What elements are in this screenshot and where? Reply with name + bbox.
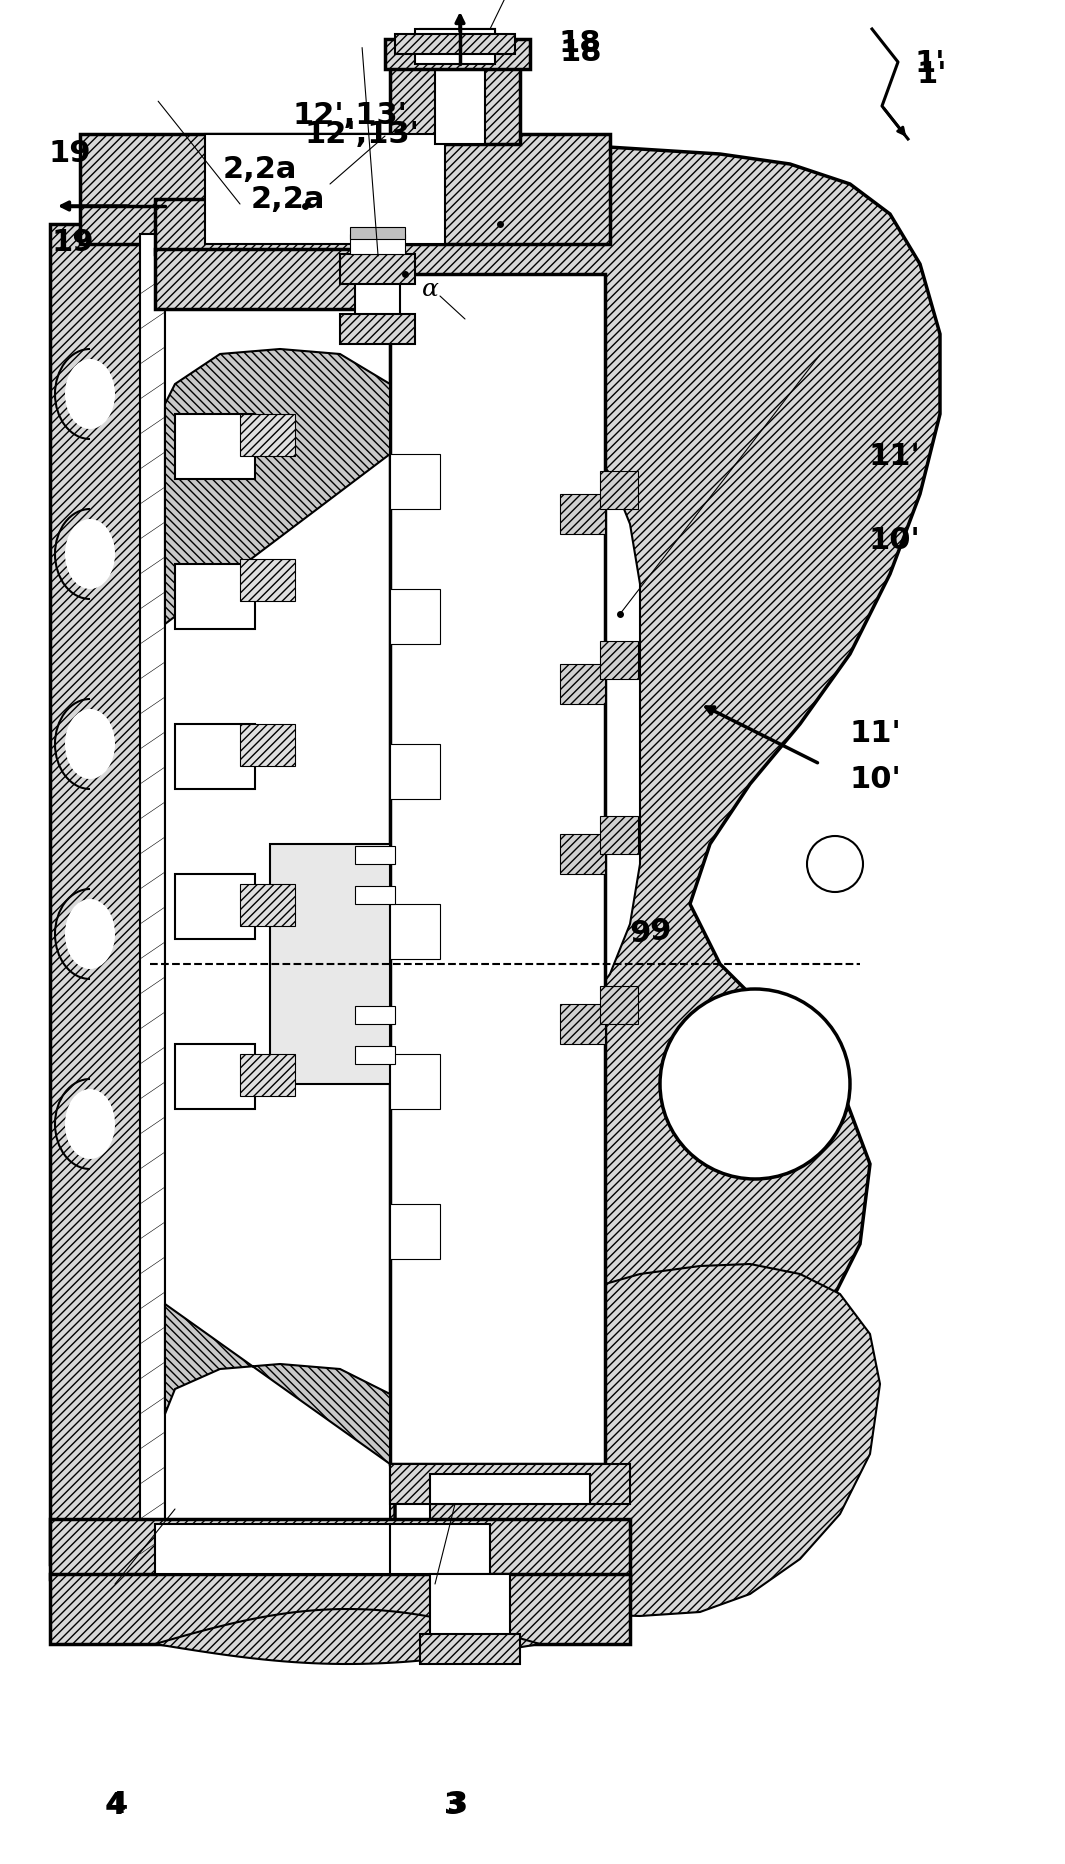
Ellipse shape	[65, 898, 115, 969]
Bar	[50, 1573, 630, 1644]
Ellipse shape	[65, 360, 115, 429]
Bar	[390, 589, 440, 643]
Bar	[240, 1053, 295, 1096]
Polygon shape	[430, 1264, 880, 1616]
Bar	[355, 1007, 395, 1023]
Bar	[600, 986, 638, 1023]
Text: 2,2a: 2,2a	[250, 185, 325, 214]
Text: 12',13': 12',13'	[305, 119, 420, 149]
Bar	[560, 833, 605, 874]
Text: 1': 1'	[917, 60, 947, 89]
Bar	[430, 1474, 590, 1504]
Bar	[435, 45, 485, 144]
Bar	[560, 664, 605, 705]
Bar	[560, 494, 605, 533]
Polygon shape	[165, 349, 390, 624]
Bar	[600, 641, 638, 678]
Bar	[165, 254, 390, 1543]
Bar	[240, 723, 295, 766]
Bar	[350, 227, 405, 239]
Text: 9: 9	[650, 917, 671, 947]
Text: 18: 18	[559, 30, 602, 58]
Bar	[155, 250, 390, 309]
Bar	[271, 844, 390, 1085]
Bar	[355, 1046, 395, 1064]
Text: 2,2a: 2,2a	[223, 155, 297, 183]
Bar	[390, 274, 605, 1463]
Bar	[390, 1525, 490, 1573]
Bar	[175, 565, 255, 628]
Bar	[240, 559, 295, 600]
Text: 12',13': 12',13'	[293, 101, 408, 130]
Bar	[175, 1044, 255, 1109]
Bar	[600, 816, 638, 854]
Polygon shape	[155, 237, 395, 1558]
Bar	[390, 1053, 440, 1109]
Bar	[340, 313, 415, 345]
Polygon shape	[390, 324, 640, 1074]
Bar	[355, 846, 395, 865]
Text: 19: 19	[49, 140, 92, 168]
Bar	[355, 235, 400, 334]
Text: 10': 10'	[869, 526, 920, 555]
Text: 9: 9	[629, 919, 651, 949]
Bar	[420, 30, 495, 45]
Ellipse shape	[65, 518, 115, 589]
Bar	[355, 885, 395, 904]
Bar	[175, 723, 255, 788]
Bar	[430, 1573, 510, 1644]
Circle shape	[807, 835, 863, 893]
Bar	[600, 472, 638, 509]
Circle shape	[660, 990, 850, 1180]
Text: 4: 4	[106, 1789, 128, 1819]
Bar	[340, 254, 415, 283]
Bar	[386, 39, 530, 69]
Text: 11': 11'	[869, 442, 920, 472]
Bar	[50, 224, 150, 1564]
Bar	[140, 235, 165, 1555]
Bar	[50, 1519, 630, 1579]
Ellipse shape	[65, 1089, 115, 1159]
Bar	[390, 1463, 630, 1504]
Bar	[350, 235, 405, 254]
Text: 18: 18	[559, 37, 602, 67]
Bar	[175, 414, 255, 479]
Bar	[390, 904, 440, 958]
Text: 10': 10'	[849, 764, 901, 794]
Bar	[80, 134, 610, 244]
Bar	[390, 1204, 440, 1258]
Text: 19: 19	[51, 227, 94, 257]
Bar	[240, 884, 295, 926]
Bar	[240, 414, 295, 457]
Bar	[390, 63, 520, 144]
Polygon shape	[155, 1609, 540, 1665]
Text: 3: 3	[447, 1789, 469, 1819]
Bar	[175, 874, 255, 939]
Polygon shape	[165, 1305, 390, 1463]
Text: 4: 4	[104, 1791, 126, 1821]
Bar	[155, 1525, 395, 1573]
Bar	[420, 1635, 520, 1665]
Text: 3: 3	[444, 1791, 465, 1821]
Bar	[155, 199, 395, 254]
Bar	[560, 1005, 605, 1044]
Text: α: α	[422, 278, 439, 300]
Bar	[395, 34, 515, 54]
Bar	[390, 744, 440, 800]
Polygon shape	[390, 144, 940, 1484]
Bar	[204, 134, 445, 244]
Text: 11': 11'	[849, 720, 901, 749]
Text: 1': 1'	[915, 50, 946, 78]
Ellipse shape	[65, 708, 115, 779]
Bar	[415, 30, 495, 63]
Bar	[390, 455, 440, 509]
